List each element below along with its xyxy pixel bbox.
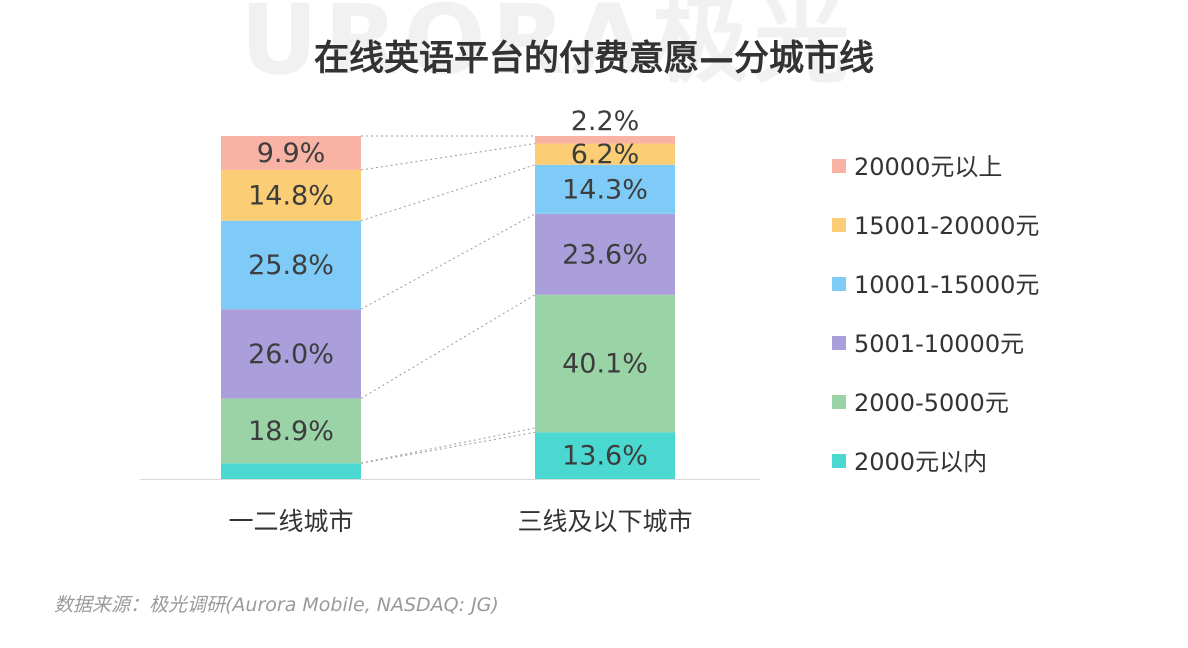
data-label: 14.8% [248, 180, 334, 211]
category-label: 一二线城市 [228, 507, 353, 536]
data-label: 13.6% [562, 441, 648, 472]
connector-line [360, 164, 536, 222]
legend-swatch [832, 218, 846, 232]
data-label: 26.0% [248, 339, 334, 370]
category-label: 三线及以下城市 [517, 507, 692, 536]
bar-segment [221, 463, 361, 479]
data-label: 14.3% [562, 174, 648, 205]
watermark: URORA极光 [240, 0, 856, 96]
bar-segment [535, 294, 675, 433]
legend-swatch [832, 336, 846, 350]
legend-label: 5001-10000元 [854, 330, 1024, 358]
legend-label: 15001-20000元 [854, 212, 1039, 240]
legend-label: 20000元以上 [854, 153, 1002, 181]
connector-line [360, 427, 536, 464]
data-label: 23.6% [562, 239, 648, 270]
data-label: 40.1% [562, 349, 648, 380]
connector-line [360, 294, 536, 399]
bar-segment [535, 432, 675, 479]
connector-line [360, 213, 536, 310]
data-label: 25.8% [248, 250, 334, 281]
legend-label: 2000元以内 [854, 448, 987, 476]
legend-swatch [832, 395, 846, 409]
bar-segment [535, 143, 675, 165]
chart-title: 在线英语平台的付费意愿—分城市线 [313, 39, 874, 79]
bar-segment [535, 136, 675, 144]
bar-segment [535, 213, 675, 295]
bar-segment [221, 169, 361, 221]
legend-label: 2000-5000元 [854, 389, 1009, 417]
bar-segment [221, 309, 361, 399]
legend-label: 10001-15000元 [854, 271, 1039, 299]
legend-swatch [832, 454, 846, 468]
bar-segment [221, 220, 361, 310]
legend-swatch [832, 159, 846, 173]
connector-line [360, 431, 536, 464]
connector-line [360, 143, 536, 171]
bar-segment [221, 136, 361, 170]
bar-segment [535, 164, 675, 214]
data-label: 2.2% [571, 106, 640, 137]
data-label: 18.9% [248, 416, 334, 447]
bar-segment [221, 398, 361, 464]
data-label: 6.2% [571, 139, 640, 170]
source-note: 数据来源：极光调研(Aurora Mobile, NASDAQ: JG) [54, 594, 499, 616]
legend-swatch [832, 277, 846, 291]
data-label: 9.9% [257, 138, 326, 169]
